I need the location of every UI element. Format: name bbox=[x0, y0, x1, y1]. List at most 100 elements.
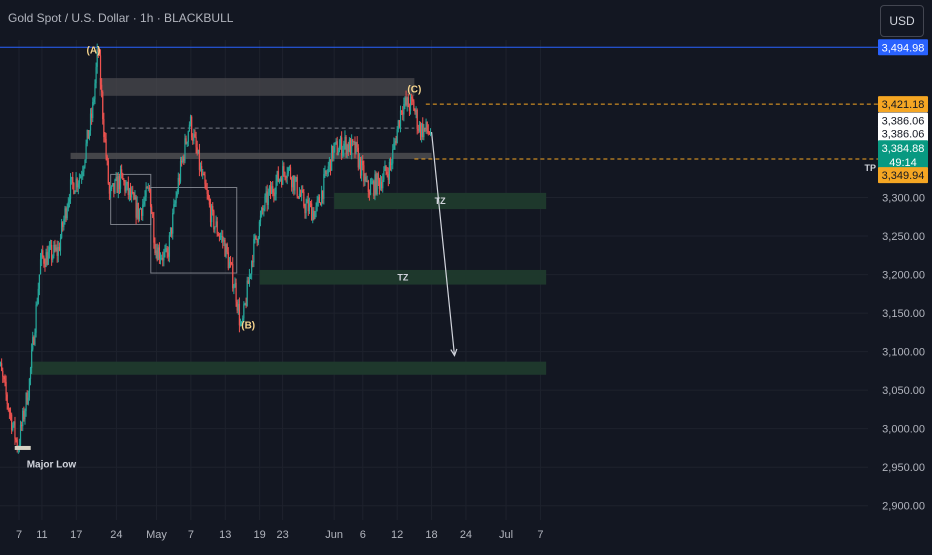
candle-body bbox=[8, 404, 9, 410]
candle-body bbox=[10, 412, 11, 414]
candle-body bbox=[393, 143, 394, 149]
candle-body bbox=[141, 209, 142, 216]
candle-body bbox=[302, 190, 303, 192]
candle-body bbox=[75, 179, 76, 191]
x-tick-label: 24 bbox=[110, 529, 122, 541]
candle-body bbox=[228, 252, 229, 268]
candle-body bbox=[359, 158, 360, 168]
candle-body bbox=[188, 131, 189, 142]
candle-body bbox=[360, 158, 361, 176]
candle-body bbox=[113, 183, 114, 192]
candle-body bbox=[347, 145, 348, 155]
currency-button[interactable]: USD bbox=[880, 5, 924, 37]
candle-body bbox=[330, 159, 331, 170]
candle-body bbox=[93, 99, 94, 102]
candle-body bbox=[77, 179, 78, 188]
candle-body bbox=[329, 159, 330, 166]
candle-body bbox=[283, 166, 284, 172]
candle-body bbox=[45, 252, 46, 267]
candle-body bbox=[67, 208, 68, 218]
candle-body bbox=[225, 244, 226, 257]
candle-body bbox=[115, 177, 116, 180]
candle-body bbox=[251, 261, 252, 274]
candle-body bbox=[61, 222, 62, 238]
candle-body bbox=[131, 192, 132, 198]
candle-body bbox=[169, 235, 170, 257]
candle-body bbox=[89, 131, 90, 139]
candle-body bbox=[224, 240, 225, 257]
candle-body bbox=[411, 97, 412, 98]
candle-body bbox=[351, 139, 352, 154]
candle-body bbox=[284, 172, 285, 177]
y-tick-label: 3,150.00 bbox=[882, 308, 925, 320]
candle-body bbox=[342, 150, 343, 156]
wave-label: (C) bbox=[407, 85, 421, 96]
candle-body bbox=[398, 120, 399, 129]
chart-title: Gold Spot / U.S. Dollar · 1h · BLACKBULL bbox=[8, 11, 233, 25]
candle-body bbox=[381, 182, 382, 188]
price-badge-text: 3,421.18 bbox=[882, 99, 925, 111]
candle-body bbox=[14, 422, 15, 439]
candle-body bbox=[81, 176, 82, 177]
candle-body bbox=[33, 337, 34, 344]
candle-body bbox=[424, 128, 425, 129]
candle-body bbox=[102, 92, 103, 119]
candle-body bbox=[388, 174, 389, 180]
candle-body bbox=[155, 250, 156, 253]
candle-body bbox=[303, 192, 304, 206]
candle-body bbox=[201, 166, 202, 175]
candle-body bbox=[365, 177, 366, 181]
candle-body bbox=[319, 197, 320, 203]
candle-body bbox=[267, 191, 268, 205]
candle-body bbox=[382, 180, 383, 189]
candle-body bbox=[389, 162, 390, 180]
candle-body bbox=[41, 250, 42, 259]
candle-body bbox=[301, 190, 302, 196]
x-tick-label: 17 bbox=[70, 529, 82, 541]
candle-body bbox=[305, 203, 306, 213]
candle-body bbox=[22, 411, 23, 426]
candle-body bbox=[385, 166, 386, 172]
candle-body bbox=[95, 67, 96, 83]
candle-body bbox=[160, 258, 161, 259]
candle-body bbox=[181, 161, 182, 162]
candle-body bbox=[59, 247, 60, 250]
candle-body bbox=[145, 187, 146, 197]
candle-body bbox=[100, 55, 101, 84]
candle-body bbox=[387, 172, 388, 174]
candle-body bbox=[163, 252, 164, 260]
candle-body bbox=[3, 377, 4, 380]
candle-body bbox=[417, 110, 418, 129]
candle-body bbox=[341, 137, 342, 155]
candle-body bbox=[109, 184, 110, 194]
projection-arrow-line bbox=[432, 132, 455, 355]
candle-body bbox=[58, 247, 59, 256]
candle-body bbox=[401, 110, 402, 112]
candle-body bbox=[50, 245, 51, 247]
candle-body bbox=[114, 180, 115, 193]
candle-body bbox=[120, 169, 121, 189]
candle-body bbox=[124, 182, 125, 192]
candle-body bbox=[333, 147, 334, 158]
candle-body bbox=[197, 147, 198, 153]
candle-body bbox=[237, 302, 238, 311]
candle-body bbox=[185, 138, 186, 143]
candle-body bbox=[32, 337, 33, 349]
candle-body bbox=[404, 97, 405, 104]
candle-body bbox=[268, 193, 269, 205]
candle-body bbox=[12, 425, 13, 430]
candle-body bbox=[295, 177, 296, 180]
candle-body bbox=[395, 141, 396, 143]
candle-body bbox=[199, 150, 200, 170]
candle-body bbox=[362, 161, 363, 165]
candle-body bbox=[104, 137, 105, 139]
candle-body bbox=[408, 97, 409, 107]
candle-body bbox=[261, 208, 262, 216]
candle-body bbox=[105, 139, 106, 157]
candle-body bbox=[391, 164, 392, 165]
candle-body bbox=[213, 211, 214, 229]
candle-body bbox=[253, 239, 254, 262]
candle-body bbox=[217, 221, 218, 233]
